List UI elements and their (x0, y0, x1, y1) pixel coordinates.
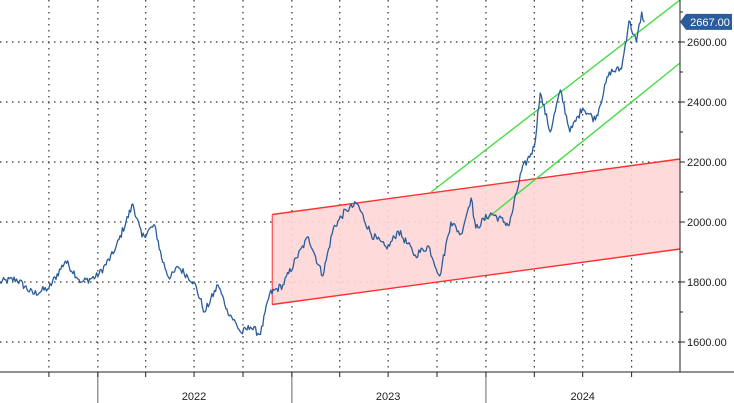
price-series (0, 11, 645, 336)
y-tick-label: 2400.00 (687, 97, 727, 109)
channel-lower-line (272, 248, 681, 306)
y-tick-label: 2200.00 (687, 157, 727, 169)
x-tick-label: 2022 (182, 391, 206, 403)
x-axis-labels: 2022 2023 2024 (48, 372, 633, 403)
y-axis-ticks: 1600.00 1800.00 2000.00 2200.00 2400.00 2600.… (680, 11, 727, 349)
y-tick-label: 2000.00 (687, 217, 727, 229)
channel-upper-line (272, 158, 681, 216)
last-price-marker: 2667.00 (680, 13, 732, 30)
last-price-label: 2667.00 (690, 17, 730, 29)
x-tick-label: 2023 (376, 391, 400, 403)
axes (0, 0, 734, 373)
channel-lower-line (483, 62, 681, 222)
price-line (0, 11, 645, 336)
last-price-badge (680, 13, 732, 30)
y-tick-label: 1800.00 (687, 277, 727, 289)
x-tick-label: 2024 (570, 391, 594, 403)
channel-fill (272, 159, 680, 305)
y-tick-label: 1600.00 (687, 337, 727, 349)
y-tick-label: 2600.00 (687, 37, 727, 49)
